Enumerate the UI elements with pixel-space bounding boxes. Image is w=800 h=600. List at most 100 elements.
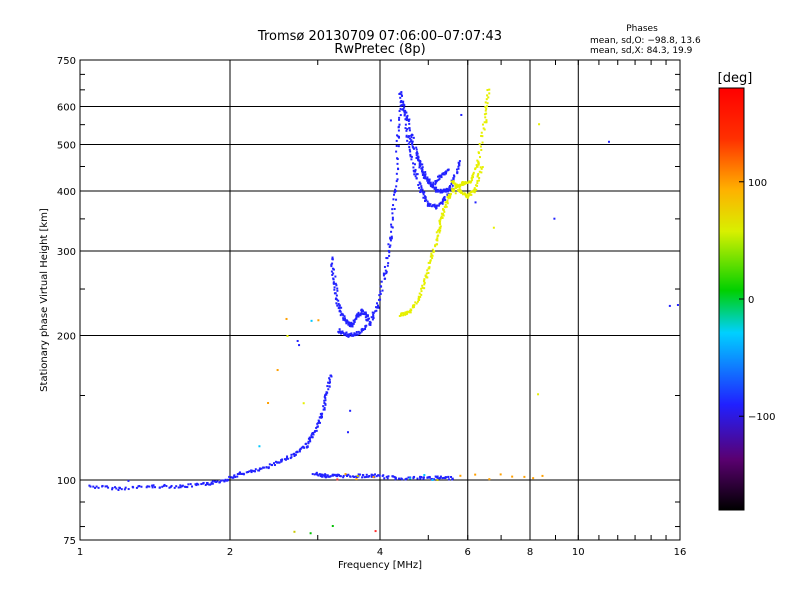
data-point [242, 473, 245, 476]
data-point [349, 409, 352, 412]
data-point [451, 478, 454, 481]
data-point [459, 189, 462, 192]
data-point [210, 482, 213, 485]
data-point [381, 289, 384, 292]
data-point [431, 183, 434, 186]
data-point [393, 191, 396, 194]
chart-title: Tromsø 20130709 07:06:00–07:07:43 [257, 29, 502, 44]
data-point [455, 184, 458, 187]
data-point [344, 473, 347, 476]
data-point [339, 331, 342, 334]
data-point [331, 256, 334, 259]
data-point [449, 188, 452, 191]
data-point [364, 312, 367, 315]
data-point [146, 485, 149, 488]
data-point [323, 399, 326, 402]
data-point [324, 394, 327, 397]
data-point [446, 188, 449, 191]
data-point [254, 468, 257, 471]
data-point [323, 395, 326, 398]
data-point [553, 217, 556, 220]
data-point [342, 474, 345, 477]
data-point [107, 486, 110, 489]
data-point [420, 167, 423, 170]
data-point [396, 178, 399, 181]
data-point [421, 168, 424, 171]
data-point [384, 277, 387, 280]
data-point [405, 129, 408, 132]
data-point [368, 317, 371, 320]
data-point [314, 430, 317, 433]
data-point [436, 478, 439, 481]
data-point [197, 483, 200, 486]
data-point [375, 309, 378, 312]
data-point [273, 464, 276, 467]
data-point [418, 186, 421, 189]
data-point [388, 251, 391, 254]
data-point [400, 91, 403, 94]
data-point [258, 469, 261, 472]
y-tick-label: 750 [57, 56, 76, 67]
data-point [445, 189, 448, 192]
data-point [407, 120, 410, 123]
data-point [424, 199, 427, 202]
data-point [236, 475, 239, 478]
data-point [398, 118, 401, 121]
data-point [481, 166, 484, 169]
data-point [350, 334, 353, 337]
data-point [337, 302, 340, 305]
data-point [173, 486, 176, 489]
data-point [390, 235, 393, 238]
data-point [476, 174, 479, 177]
data-point [387, 243, 390, 246]
data-point [387, 249, 390, 252]
data-point [477, 161, 480, 164]
data-point [394, 476, 397, 479]
data-point [417, 184, 420, 187]
data-point [392, 475, 395, 478]
data-point [317, 422, 320, 425]
data-point [360, 312, 363, 315]
data-point [484, 116, 487, 119]
data-point [421, 173, 424, 176]
data-point [423, 287, 426, 290]
data-point [393, 476, 396, 479]
data-point [444, 206, 447, 209]
data-point [445, 170, 448, 173]
data-point [339, 310, 342, 313]
data-point [379, 290, 382, 293]
data-point [476, 175, 479, 178]
data-point [410, 140, 413, 143]
data-point [399, 101, 402, 104]
data-point [452, 174, 455, 177]
data-point [265, 466, 268, 469]
data-point [423, 278, 426, 281]
data-point [410, 139, 413, 142]
data-point [481, 135, 484, 138]
data-points [88, 88, 679, 535]
data-point [396, 167, 399, 170]
data-point [412, 136, 415, 139]
colorbar-tick-label: −100 [748, 412, 775, 423]
data-point [250, 471, 253, 474]
data-point [438, 174, 441, 177]
data-point [327, 475, 330, 478]
data-point [441, 200, 444, 203]
data-point [429, 181, 432, 184]
data-point [286, 334, 289, 337]
data-point [444, 201, 447, 204]
data-point [355, 316, 358, 319]
data-point [318, 421, 321, 424]
data-point [450, 180, 453, 183]
data-point [179, 484, 182, 487]
data-point [372, 313, 375, 316]
data-point [435, 206, 438, 209]
data-point [415, 146, 418, 149]
data-point [404, 123, 407, 126]
data-point [327, 381, 330, 384]
data-point [396, 157, 399, 160]
data-point [383, 477, 386, 480]
data-point [436, 239, 439, 242]
data-point [448, 196, 451, 199]
data-point [213, 480, 216, 483]
